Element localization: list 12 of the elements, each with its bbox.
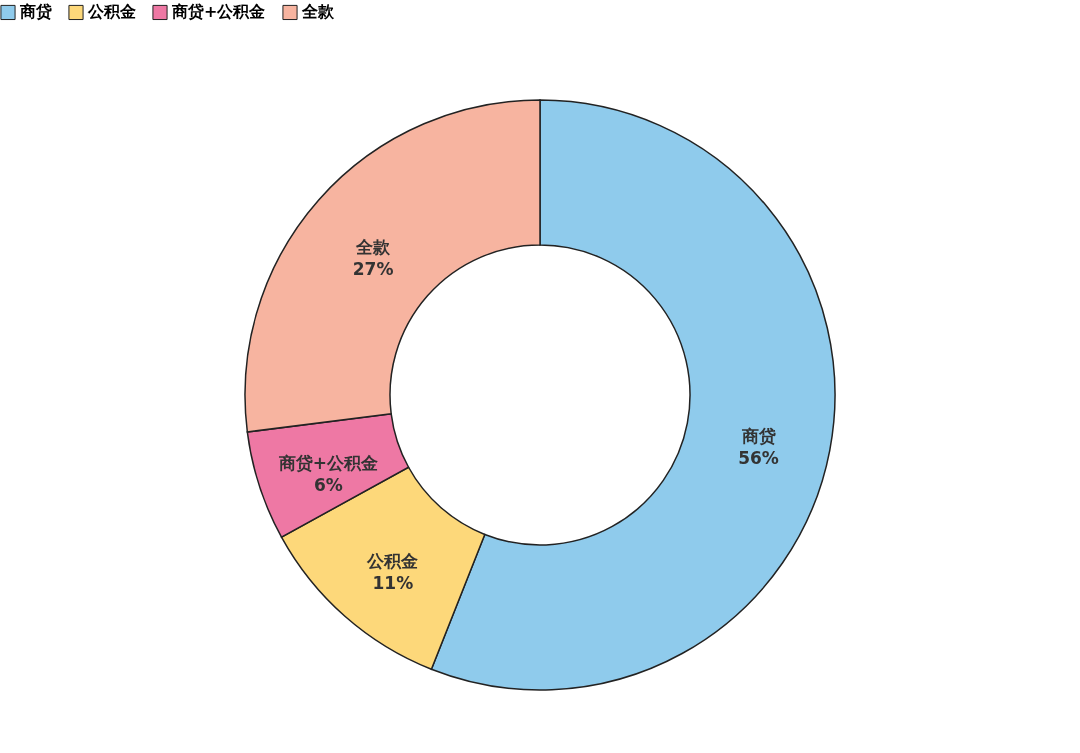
slice-label: 全款 [355,236,392,257]
legend-label: 商贷+公积金 [171,2,266,22]
legend-label: 全款 [301,2,335,22]
slice-label: 公积金 [366,550,419,571]
slice-label: 商贷 [740,425,776,446]
slice-label: 商贷+公积金 [277,452,379,473]
data-label: 6% [313,474,343,495]
data-label: 11% [372,572,414,593]
legend-label: 商贷 [19,2,52,22]
data-label: 27% [352,258,394,279]
legend-label: 公积金 [87,2,136,22]
data-label: 56% [738,447,779,468]
